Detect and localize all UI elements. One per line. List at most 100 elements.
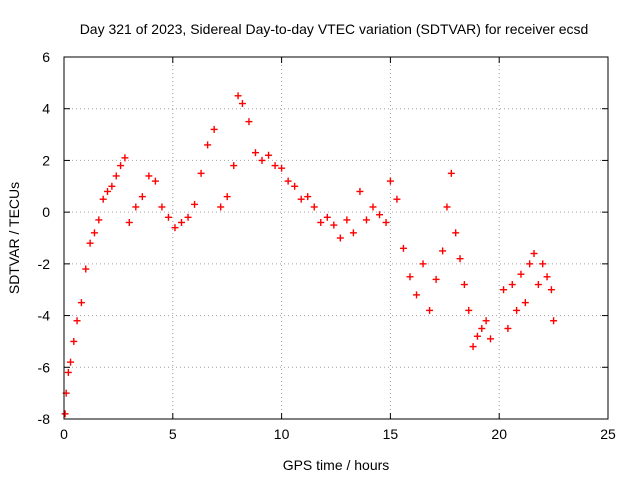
data-point xyxy=(426,306,434,314)
data-point xyxy=(164,213,172,221)
data-point xyxy=(500,286,508,294)
chart-title: Day 321 of 2023, Sidereal Day-to-day VTE… xyxy=(80,21,589,37)
data-point xyxy=(465,306,473,314)
data-point xyxy=(439,247,447,255)
data-point xyxy=(125,218,133,226)
data-point xyxy=(291,182,299,190)
y-tick-label: -8 xyxy=(38,411,51,427)
data-point xyxy=(210,125,218,133)
data-point xyxy=(217,203,225,211)
data-point xyxy=(539,260,547,268)
y-tick-label: -6 xyxy=(38,359,51,375)
data-point xyxy=(223,193,231,201)
x-tick-label: 20 xyxy=(491,426,507,442)
data-point xyxy=(310,203,318,211)
data-point xyxy=(460,281,468,289)
data-point xyxy=(399,244,407,252)
data-point xyxy=(82,265,90,273)
data-point xyxy=(64,368,72,376)
data-point xyxy=(151,177,159,185)
data-point xyxy=(265,151,273,159)
data-point xyxy=(432,275,440,283)
data-point xyxy=(550,317,558,325)
x-tick-label: 5 xyxy=(169,426,177,442)
data-point xyxy=(526,260,534,268)
data-point xyxy=(482,317,490,325)
data-point xyxy=(138,193,146,201)
y-tick-label: -4 xyxy=(38,308,51,324)
data-point xyxy=(112,172,120,180)
x-tick-label: 25 xyxy=(600,426,616,442)
data-point xyxy=(99,195,107,203)
data-point xyxy=(108,182,116,190)
data-point xyxy=(447,169,455,177)
data-point xyxy=(521,299,529,307)
data-point xyxy=(323,213,331,221)
data-point xyxy=(90,229,98,237)
data-point xyxy=(278,164,286,172)
data-point xyxy=(504,325,512,332)
data-point xyxy=(508,281,516,289)
data-point xyxy=(456,255,464,263)
data-point xyxy=(343,216,351,224)
data-point xyxy=(443,203,451,211)
data-point xyxy=(413,291,421,299)
data-point xyxy=(121,154,129,162)
data-point xyxy=(178,218,186,226)
x-axis-label: GPS time / hours xyxy=(283,457,390,473)
data-point xyxy=(336,234,344,242)
data-point xyxy=(419,260,427,268)
data-point xyxy=(304,193,312,201)
data-points xyxy=(61,92,558,418)
data-point xyxy=(362,216,370,224)
data-point xyxy=(245,118,253,126)
y-axis-label: SDTVAR / TECUs xyxy=(6,182,22,294)
data-point xyxy=(284,177,292,185)
data-point xyxy=(184,213,192,221)
data-point xyxy=(517,270,525,278)
plot-frame xyxy=(63,56,609,420)
data-point xyxy=(86,239,94,247)
y-tick-label: -2 xyxy=(38,256,51,272)
y-tick-label: 4 xyxy=(42,101,50,117)
data-point xyxy=(478,325,486,332)
data-point xyxy=(258,156,266,164)
data-point xyxy=(349,229,357,237)
data-point xyxy=(171,224,179,232)
data-point xyxy=(534,281,542,289)
x-tick-label: 15 xyxy=(383,426,399,442)
data-point xyxy=(191,200,199,208)
data-point xyxy=(67,358,75,366)
data-point xyxy=(317,218,325,226)
data-point xyxy=(77,299,85,307)
data-point xyxy=(543,273,551,281)
data-point xyxy=(376,211,384,219)
data-point xyxy=(382,218,390,226)
data-point xyxy=(271,162,279,170)
data-point xyxy=(469,343,477,351)
data-point xyxy=(547,286,555,294)
data-point xyxy=(486,335,494,343)
x-tick-label: 10 xyxy=(274,426,290,442)
data-point xyxy=(251,149,259,157)
data-point xyxy=(70,337,78,345)
data-point xyxy=(386,177,394,185)
data-point xyxy=(238,100,246,108)
grid xyxy=(64,57,608,419)
data-point xyxy=(95,216,103,224)
axis-ticks: 0 5 10 15 20 25 -8 -6 -4 -2 0 2 4 6 xyxy=(38,49,616,442)
data-point xyxy=(73,317,81,325)
data-point xyxy=(369,203,377,211)
data-point xyxy=(204,141,212,149)
data-point xyxy=(473,332,481,340)
data-point xyxy=(234,92,242,100)
data-point xyxy=(158,203,166,211)
data-point xyxy=(356,187,364,195)
y-tick-label: 2 xyxy=(42,152,50,168)
data-point xyxy=(330,221,338,229)
y-tick-label: 0 xyxy=(42,204,50,220)
data-point xyxy=(513,306,521,314)
data-point xyxy=(104,187,112,195)
data-point xyxy=(406,273,414,281)
